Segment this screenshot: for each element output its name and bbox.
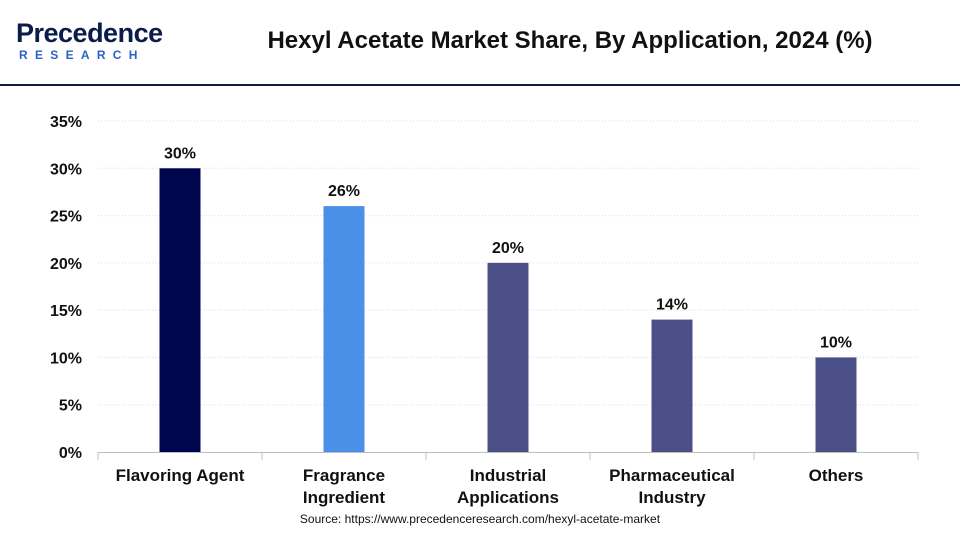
logo-wordmark: Precedence (16, 18, 163, 48)
chart-title: Hexyl Acetate Market Share, By Applicati… (267, 27, 873, 54)
header: Precedence RESEARCH Hexyl Acetate Market… (0, 0, 960, 84)
data-labels: 30% 26% 20% 14% 10% (164, 145, 852, 351)
brand-logo: Precedence RESEARCH (16, 18, 166, 66)
y-tick-label: 30% (50, 161, 82, 178)
bar (487, 262, 529, 452)
header-divider (0, 84, 960, 86)
y-tick-label: 35% (50, 114, 82, 131)
x-tick-label: Pharmaceutical (609, 466, 735, 485)
y-axis: 0% 5% 10% 15% 20% 25% 30% 35% (50, 114, 82, 462)
y-tick-label: 15% (50, 303, 82, 320)
source-note: Source: https://www.precedenceresearch.c… (299, 512, 661, 526)
y-tick-label: 5% (59, 398, 82, 415)
data-label: 20% (492, 240, 524, 257)
x-tick-label: Applications (457, 488, 559, 507)
x-tick-label: Industrial (470, 466, 547, 485)
data-label: 26% (328, 183, 360, 200)
bar (651, 319, 693, 452)
x-tick-label: Industry (638, 488, 706, 507)
logo-subtext: RESEARCH (19, 48, 145, 62)
y-tick-label: 20% (50, 256, 82, 273)
x-tick-label: Others (809, 466, 864, 485)
x-axis: Flavoring Agent Fragrance Ingredient Indust… (97, 452, 919, 507)
x-tick-label: Ingredient (303, 488, 386, 507)
bar (323, 206, 365, 452)
y-tick-label: 0% (59, 445, 82, 462)
x-tick-label: Fragrance (303, 466, 385, 485)
y-tick-label: 25% (50, 209, 82, 226)
y-tick-label: 10% (50, 350, 82, 367)
data-label: 14% (656, 297, 688, 314)
data-label: 30% (164, 145, 196, 162)
bar (815, 357, 857, 452)
data-label: 10% (820, 334, 852, 351)
bar-chart: 0% 5% 10% 15% 20% 25% 30% 35% 30% 26% 20% 14% 10% F… (50, 114, 919, 507)
x-tick-label: Flavoring Agent (116, 466, 245, 485)
bars (159, 168, 857, 452)
bar (159, 168, 201, 452)
